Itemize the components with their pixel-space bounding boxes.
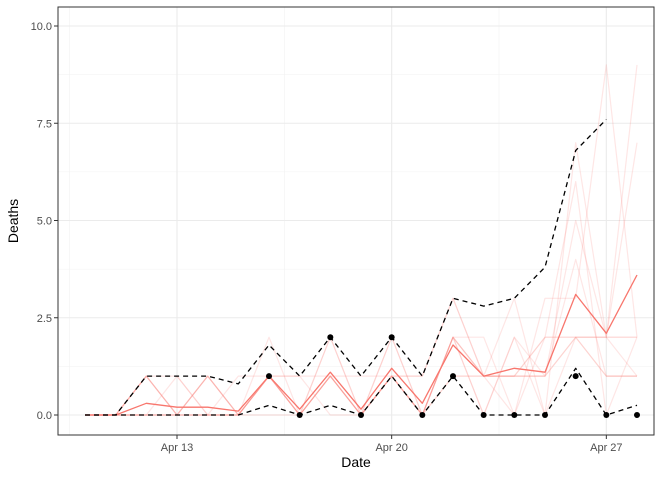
observed-points	[266, 334, 640, 418]
observed-point	[266, 373, 272, 380]
y-tick-label: 7.5	[37, 118, 52, 130]
observed-point	[358, 412, 364, 418]
observed-point	[572, 373, 579, 380]
observed-point	[296, 412, 303, 418]
y-tick-label: 10.0	[31, 21, 52, 33]
x-tick-label: Apr 27	[590, 442, 622, 454]
x-axis: Apr 13 Apr 20 Apr 27	[161, 435, 623, 454]
x-tick-label: Apr 20	[375, 442, 407, 454]
observed-point	[542, 412, 548, 418]
observed-point	[450, 373, 456, 380]
x-axis-title: Date	[341, 454, 371, 470]
observed-point	[634, 412, 640, 418]
observed-point	[327, 334, 334, 341]
y-axis: 0.0 2.5 5.0 7.5 10.0	[31, 21, 58, 422]
x-tick-label: Apr 13	[161, 442, 193, 454]
y-tick-label: 0.0	[37, 410, 52, 422]
y-tick-label: 5.0	[37, 216, 52, 228]
y-axis-title: Deaths	[5, 199, 21, 243]
mean-line	[85, 274, 638, 416]
observed-point	[480, 412, 487, 418]
observed-point	[388, 334, 395, 341]
observed-point	[419, 412, 426, 418]
observed-point	[603, 412, 610, 418]
y-tick-label: 2.5	[37, 313, 52, 325]
observed-point	[511, 412, 518, 418]
